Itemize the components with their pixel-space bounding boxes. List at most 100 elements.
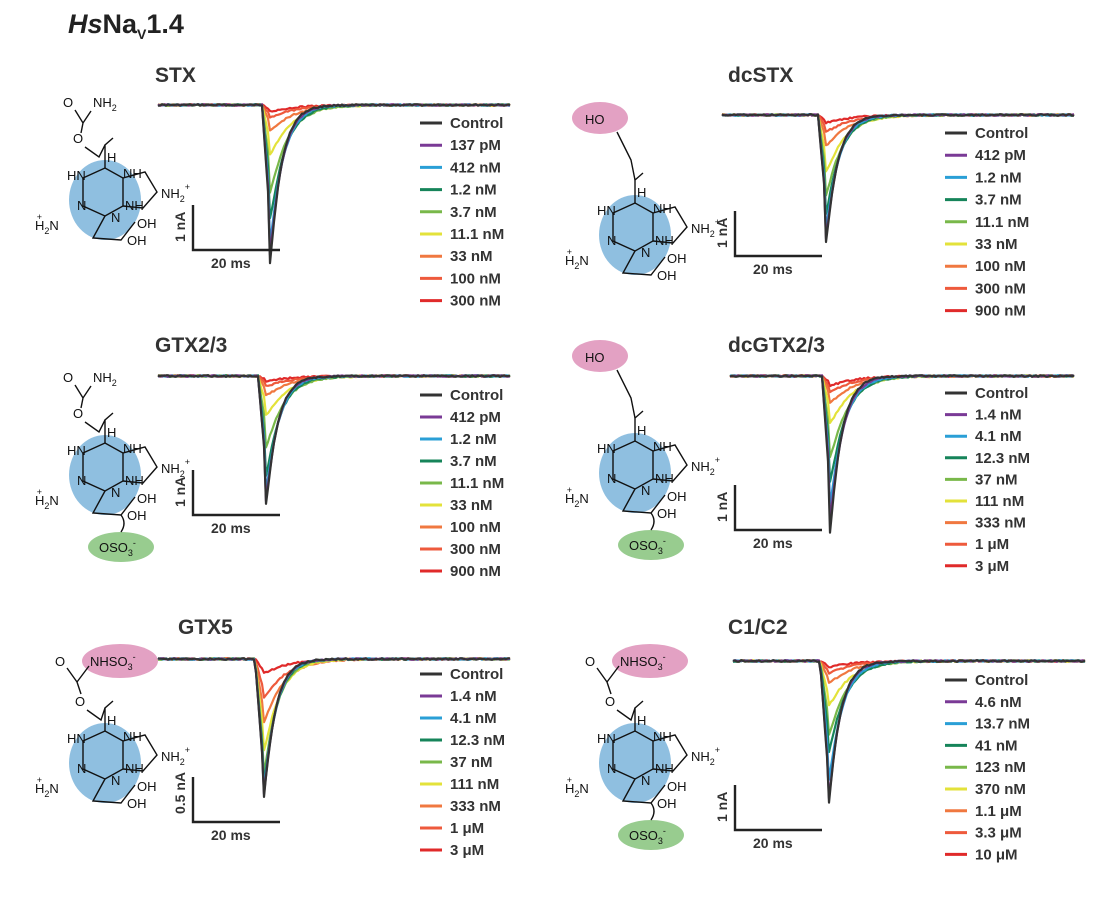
legend-label-8: 900 nM [975, 303, 1026, 320]
scale-bar-lines [191, 470, 280, 517]
hn-label: HN [67, 168, 86, 183]
oh-label-2: OH [127, 233, 147, 248]
sulfate-highlight [88, 532, 154, 562]
legend-label-6: 100 nM [450, 519, 501, 536]
h-label: H [637, 185, 646, 200]
pyrrolidine-ring [621, 778, 666, 804]
scale-label-time: 20 ms [753, 261, 793, 277]
n-label: N [77, 761, 86, 776]
panel-title: STX [155, 64, 196, 87]
nh2-plus-label: NH2+ [691, 455, 720, 477]
legend-label-6: 333 nM [975, 515, 1026, 532]
nh-label-lower: NH [655, 471, 674, 486]
legend-label-0: Control [975, 125, 1028, 142]
oh-label: OH [667, 251, 687, 266]
legend-label-2: 412 nM [450, 159, 501, 176]
legend: Control 137 pM 412 nM 1.2 nM 3.7 nM 11.1 nM 33… [420, 115, 504, 310]
legend-label-6: 1.1 μM [975, 803, 1022, 820]
nh-label-upper: NH [123, 729, 142, 744]
traces [729, 374, 1075, 534]
imidazole-ring [652, 444, 688, 482]
n-label-bridge: N [111, 485, 120, 500]
ester-o: O [73, 131, 83, 146]
legend-label-7: 300 nM [450, 541, 501, 558]
nhso3-label: NHSO3- [620, 652, 666, 672]
nh-label-upper: NH [123, 166, 142, 181]
legend-label-4: 37 nM [975, 471, 1018, 488]
legend-label-0: Control [975, 672, 1028, 689]
legend-label-6: 33 nM [450, 248, 493, 265]
nh-label-lower: NH [125, 761, 144, 776]
legend-label-5: 111 nM [975, 493, 1024, 510]
legend-label-4: 37 nM [450, 754, 493, 771]
ester-o: O [73, 406, 83, 421]
scale-bar-lines [191, 205, 280, 252]
legend-label-5: 111 nM [450, 776, 499, 793]
panel-title: GTX5 [178, 616, 233, 639]
nh2-plus-label: NH2+ [691, 217, 720, 239]
carbamate-bonds [74, 109, 106, 159]
legend-label-0: Control [975, 385, 1028, 402]
nh2-plus-label: NH2+ [161, 745, 190, 767]
nh-label-lower: NH [655, 761, 674, 776]
scale-bar-lines [733, 785, 822, 832]
nh2-plus-label: NH2+ [161, 457, 190, 479]
panel-C1C2: C1/C2NHSO3-HNNNHNHNHOHOHNH2+H2N+OOOSO3-C… [565, 616, 1086, 863]
ho-label: HO [585, 350, 605, 365]
scale-bar: 1 nA 20 ms [714, 785, 822, 851]
pyrrolidine-ring [91, 778, 136, 804]
traces [721, 113, 1075, 244]
oh-label-2: OH [657, 506, 677, 521]
scale-label-current: 1 nA [172, 477, 188, 507]
hydroxyl-highlight [572, 340, 628, 372]
n-label-bridge: N [641, 245, 650, 260]
legend-label-3: 12.3 nM [450, 732, 505, 749]
legend: Control 412 pM 1.2 nM 3.7 nM 11.1 nM 33 nM 100… [945, 125, 1029, 320]
legend: Control 1.4 nM 4.1 nM 12.3 nM 37 nM 111 nM 333… [945, 385, 1030, 575]
oso3-label: OSO3- [629, 826, 666, 846]
nh2-plus-label: NH2+ [691, 745, 720, 767]
hydroxyl-highlight [572, 102, 628, 134]
legend-label-4: 123 nM [975, 759, 1026, 776]
legend-label-1: 412 pM [975, 147, 1026, 164]
panel-title: dcGTX2/3 [728, 334, 825, 357]
sulfate-highlight [618, 820, 684, 850]
ho-label: HO [585, 112, 605, 127]
trace-series-1 [732, 659, 1086, 800]
trace-series-0 [157, 374, 511, 505]
nh-label-lower: NH [655, 233, 674, 248]
oh-label: OH [137, 216, 157, 231]
traces [157, 657, 511, 798]
figure-title-species: Hs [68, 9, 103, 39]
legend-label-1: 1.4 nM [450, 688, 497, 705]
legend-label-1: 1.4 nM [975, 407, 1022, 424]
h2n-label: H2N+ [35, 212, 59, 236]
scale-label-current: 1 nA [714, 218, 730, 248]
legend-label-4: 3.7 nM [450, 204, 497, 221]
scale-label-current: 1 nA [714, 492, 730, 522]
legend-label-2: 4.1 nM [450, 710, 497, 727]
trace-series-0 [157, 657, 510, 798]
h-label: H [107, 713, 116, 728]
figure-title-na: Na [103, 9, 138, 39]
oh-label-2: OH [127, 508, 147, 523]
legend-label-0: Control [450, 666, 503, 683]
trace-series-6 [732, 659, 1086, 684]
imidazole-ring [122, 446, 158, 484]
oh-label-2: OH [657, 796, 677, 811]
legend-label-6: 100 nM [975, 258, 1026, 275]
scale-label-time: 20 ms [753, 535, 793, 551]
figure-title: HsNaV1.4 [68, 9, 184, 42]
nh-label-upper: NH [123, 441, 142, 456]
legend-label-7: 300 nM [975, 280, 1026, 297]
legend-label-4: 11.1 nM [975, 214, 1029, 231]
imidazole-ring [122, 734, 158, 772]
